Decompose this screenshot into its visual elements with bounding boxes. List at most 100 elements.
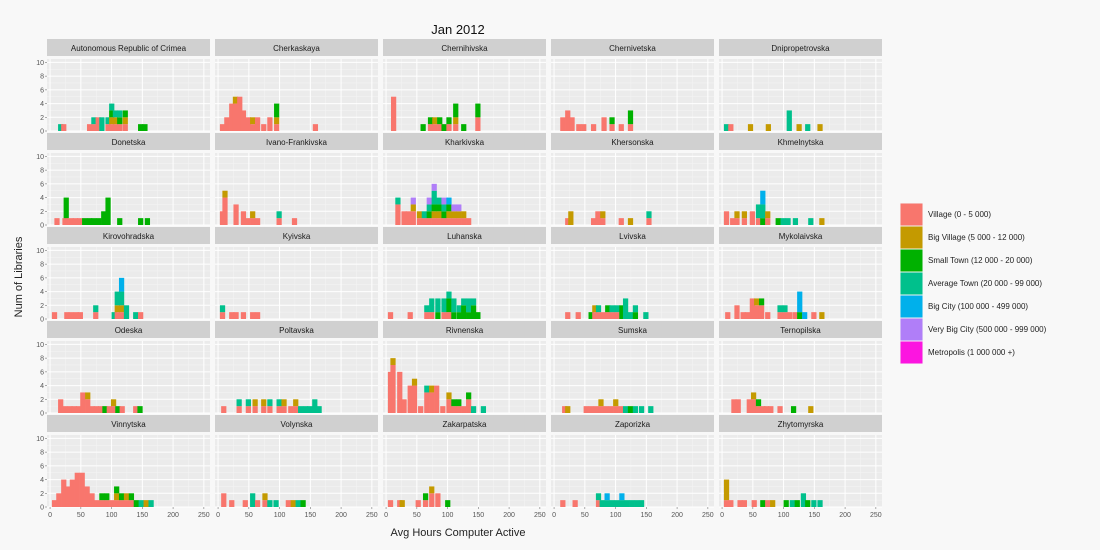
- histogram-bar-village-0-5-000: [735, 399, 741, 413]
- facet-panel-poltavska: Poltavska: [215, 321, 378, 414]
- histogram-bar-village-0-5-000: [99, 500, 105, 507]
- facet-panel-mykolaivska: Mykolaivska: [719, 227, 882, 320]
- x-tick-label: 200: [503, 512, 515, 519]
- histogram-bar-big-village-5-000-12-000: [85, 392, 91, 400]
- histogram-bar-small-town-12-000-20-000: [775, 218, 781, 225]
- x-tick-label: 200: [167, 512, 179, 519]
- histogram-bar-village-0-5-000: [431, 218, 437, 225]
- histogram-bar-average-town-20-000-99-000: [316, 406, 322, 413]
- histogram-bar-village-0-5-000: [276, 218, 282, 225]
- histogram-bar-village-0-5-000: [429, 392, 435, 413]
- histogram-bar-average-town-20-000-99-000: [632, 406, 639, 413]
- histogram-bar-small-town-12-000-20-000: [115, 406, 121, 413]
- histogram-bar-average-town-20-000-99-000: [627, 312, 634, 319]
- facet-panel-khmelnytska: Khmelnytska: [719, 133, 882, 226]
- histogram-bar-village-0-5-000: [765, 312, 771, 319]
- histogram-bar-village-0-5-000: [590, 218, 597, 225]
- histogram-bar-village-0-5-000: [119, 406, 125, 413]
- histogram-bar-village-0-5-000: [118, 500, 125, 507]
- histogram-bar-village-0-5-000: [751, 500, 757, 507]
- histogram-bar-village-0-5-000: [233, 204, 239, 225]
- histogram-bar-big-village-5-000-12-000: [274, 117, 280, 125]
- x-tick-label: 0: [216, 512, 220, 519]
- histogram-bar-big-village-5-000-12-000: [770, 500, 776, 507]
- legend-swatch-average-town-20-000-99-000: [900, 272, 923, 295]
- histogram-bar-big-village-5-000-12-000: [808, 406, 814, 413]
- histogram-bar-village-0-5-000: [407, 385, 413, 413]
- histogram-bar-village-0-5-000: [79, 472, 85, 507]
- histogram-bar-big-village-5-000-12-000: [568, 211, 574, 225]
- histogram-bar-big-village-5-000-12-000: [109, 117, 115, 125]
- histogram-bar-village-0-5-000: [750, 399, 757, 413]
- histogram-bar-average-town-20-000-99-000: [466, 298, 472, 313]
- histogram-bar-average-town-20-000-99-000: [138, 500, 144, 507]
- histogram-bar-village-0-5-000: [237, 96, 243, 131]
- histogram-bar-village-0-5-000: [85, 399, 91, 413]
- facet-strip-label: Dnipropetrovska: [771, 44, 830, 53]
- x-tick-label: 0: [552, 512, 556, 519]
- histogram-bar-big-village-5-000-12-000: [627, 218, 634, 225]
- histogram-bar-village-0-5-000: [609, 124, 615, 131]
- facet-strip: [383, 133, 546, 150]
- facet-strip: [47, 415, 210, 432]
- histogram-bar-village-0-5-000: [734, 218, 740, 225]
- histogram-bar-average-town-20-000-99-000: [646, 211, 652, 219]
- histogram-bar-village-0-5-000: [572, 500, 578, 507]
- facet-strip-label: Chernihivska: [441, 44, 488, 53]
- histogram-bar-big-village-5-000-12-000: [723, 479, 730, 501]
- histogram-bar-big-city-100-000-499-000: [760, 190, 766, 205]
- histogram-bar-village-0-5-000: [466, 399, 472, 413]
- histogram-bar-average-town-20-000-99-000: [421, 211, 427, 219]
- histogram-bar-village-0-5-000: [461, 218, 467, 225]
- histogram-bar-village-0-5-000: [603, 406, 609, 413]
- y-tick-label: 8: [40, 262, 44, 269]
- histogram-bar-village-0-5-000: [232, 103, 239, 131]
- x-tick-label: 50: [77, 512, 85, 519]
- facet-strip: [215, 39, 378, 56]
- histogram-bar-village-0-5-000: [760, 406, 766, 413]
- histogram-bar-village-0-5-000: [65, 486, 71, 507]
- histogram-bar-village-0-5-000: [219, 312, 226, 319]
- facet-strip-label: Zakarpatska: [442, 420, 487, 429]
- histogram-bar-big-village-5-000-12-000: [261, 399, 267, 407]
- histogram-bar-village-0-5-000: [109, 500, 115, 507]
- histogram-bar-village-0-5-000: [434, 385, 440, 413]
- histogram-bar-village-0-5-000: [276, 406, 282, 413]
- histogram-bar-small-town-12-000-20-000: [627, 406, 634, 413]
- histogram-bar-village-0-5-000: [58, 399, 64, 413]
- histogram-bar-village-0-5-000: [427, 124, 434, 131]
- histogram-bar-village-0-5-000: [728, 500, 734, 507]
- histogram-bar-village-0-5-000: [560, 117, 566, 131]
- y-tick-label: 2: [40, 397, 44, 404]
- histogram-bar-village-0-5-000: [233, 312, 239, 319]
- histogram-bar-average-town-20-000-99-000: [805, 124, 811, 131]
- histogram-bar-small-town-12-000-20-000: [475, 312, 481, 319]
- histogram-bar-village-0-5-000: [69, 479, 75, 507]
- facet-panel-chernivetska: Chernivetska: [551, 39, 714, 132]
- histogram-bar-big-village-5-000-12-000: [747, 124, 754, 131]
- histogram-bar-village-0-5-000: [429, 493, 435, 507]
- facet-plot-background: [383, 59, 546, 131]
- y-tick-label: 6: [40, 463, 44, 470]
- facet-strip-label: Kyivska: [283, 232, 311, 241]
- histogram-bar-village-0-5-000: [424, 312, 430, 319]
- histogram-bar-average-town-20-000-99-000: [267, 500, 273, 507]
- histogram-bar-big-village-5-000-12-000: [734, 211, 740, 219]
- histogram-bar-big-city-100-000-499-000: [446, 197, 452, 205]
- histogram-bar-small-town-12-000-20-000: [144, 218, 151, 225]
- facet-strip-label: Chernivetska: [609, 44, 656, 53]
- histogram-bar-village-0-5-000: [608, 406, 614, 413]
- y-tick-label: 6: [40, 369, 44, 376]
- histogram-bar-average-town-20-000-99-000: [604, 500, 610, 507]
- histogram-bar-village-0-5-000: [646, 218, 652, 225]
- legend-label-small-town-12-000-20-000: Small Town (12 000 - 20 000): [928, 256, 1033, 265]
- histogram-bar-small-town-12-000-20-000: [422, 493, 429, 501]
- histogram-bar-village-0-5-000: [245, 218, 251, 225]
- facet-strip: [551, 133, 714, 150]
- histogram-bar-big-village-5-000-12-000: [293, 399, 299, 407]
- x-tick-label: 50: [749, 512, 757, 519]
- histogram-bar-village-0-5-000: [252, 406, 258, 413]
- histogram-bar-big-village-5-000-12-000: [819, 312, 825, 319]
- facet-panel-kyivska: Kyivska: [215, 227, 378, 320]
